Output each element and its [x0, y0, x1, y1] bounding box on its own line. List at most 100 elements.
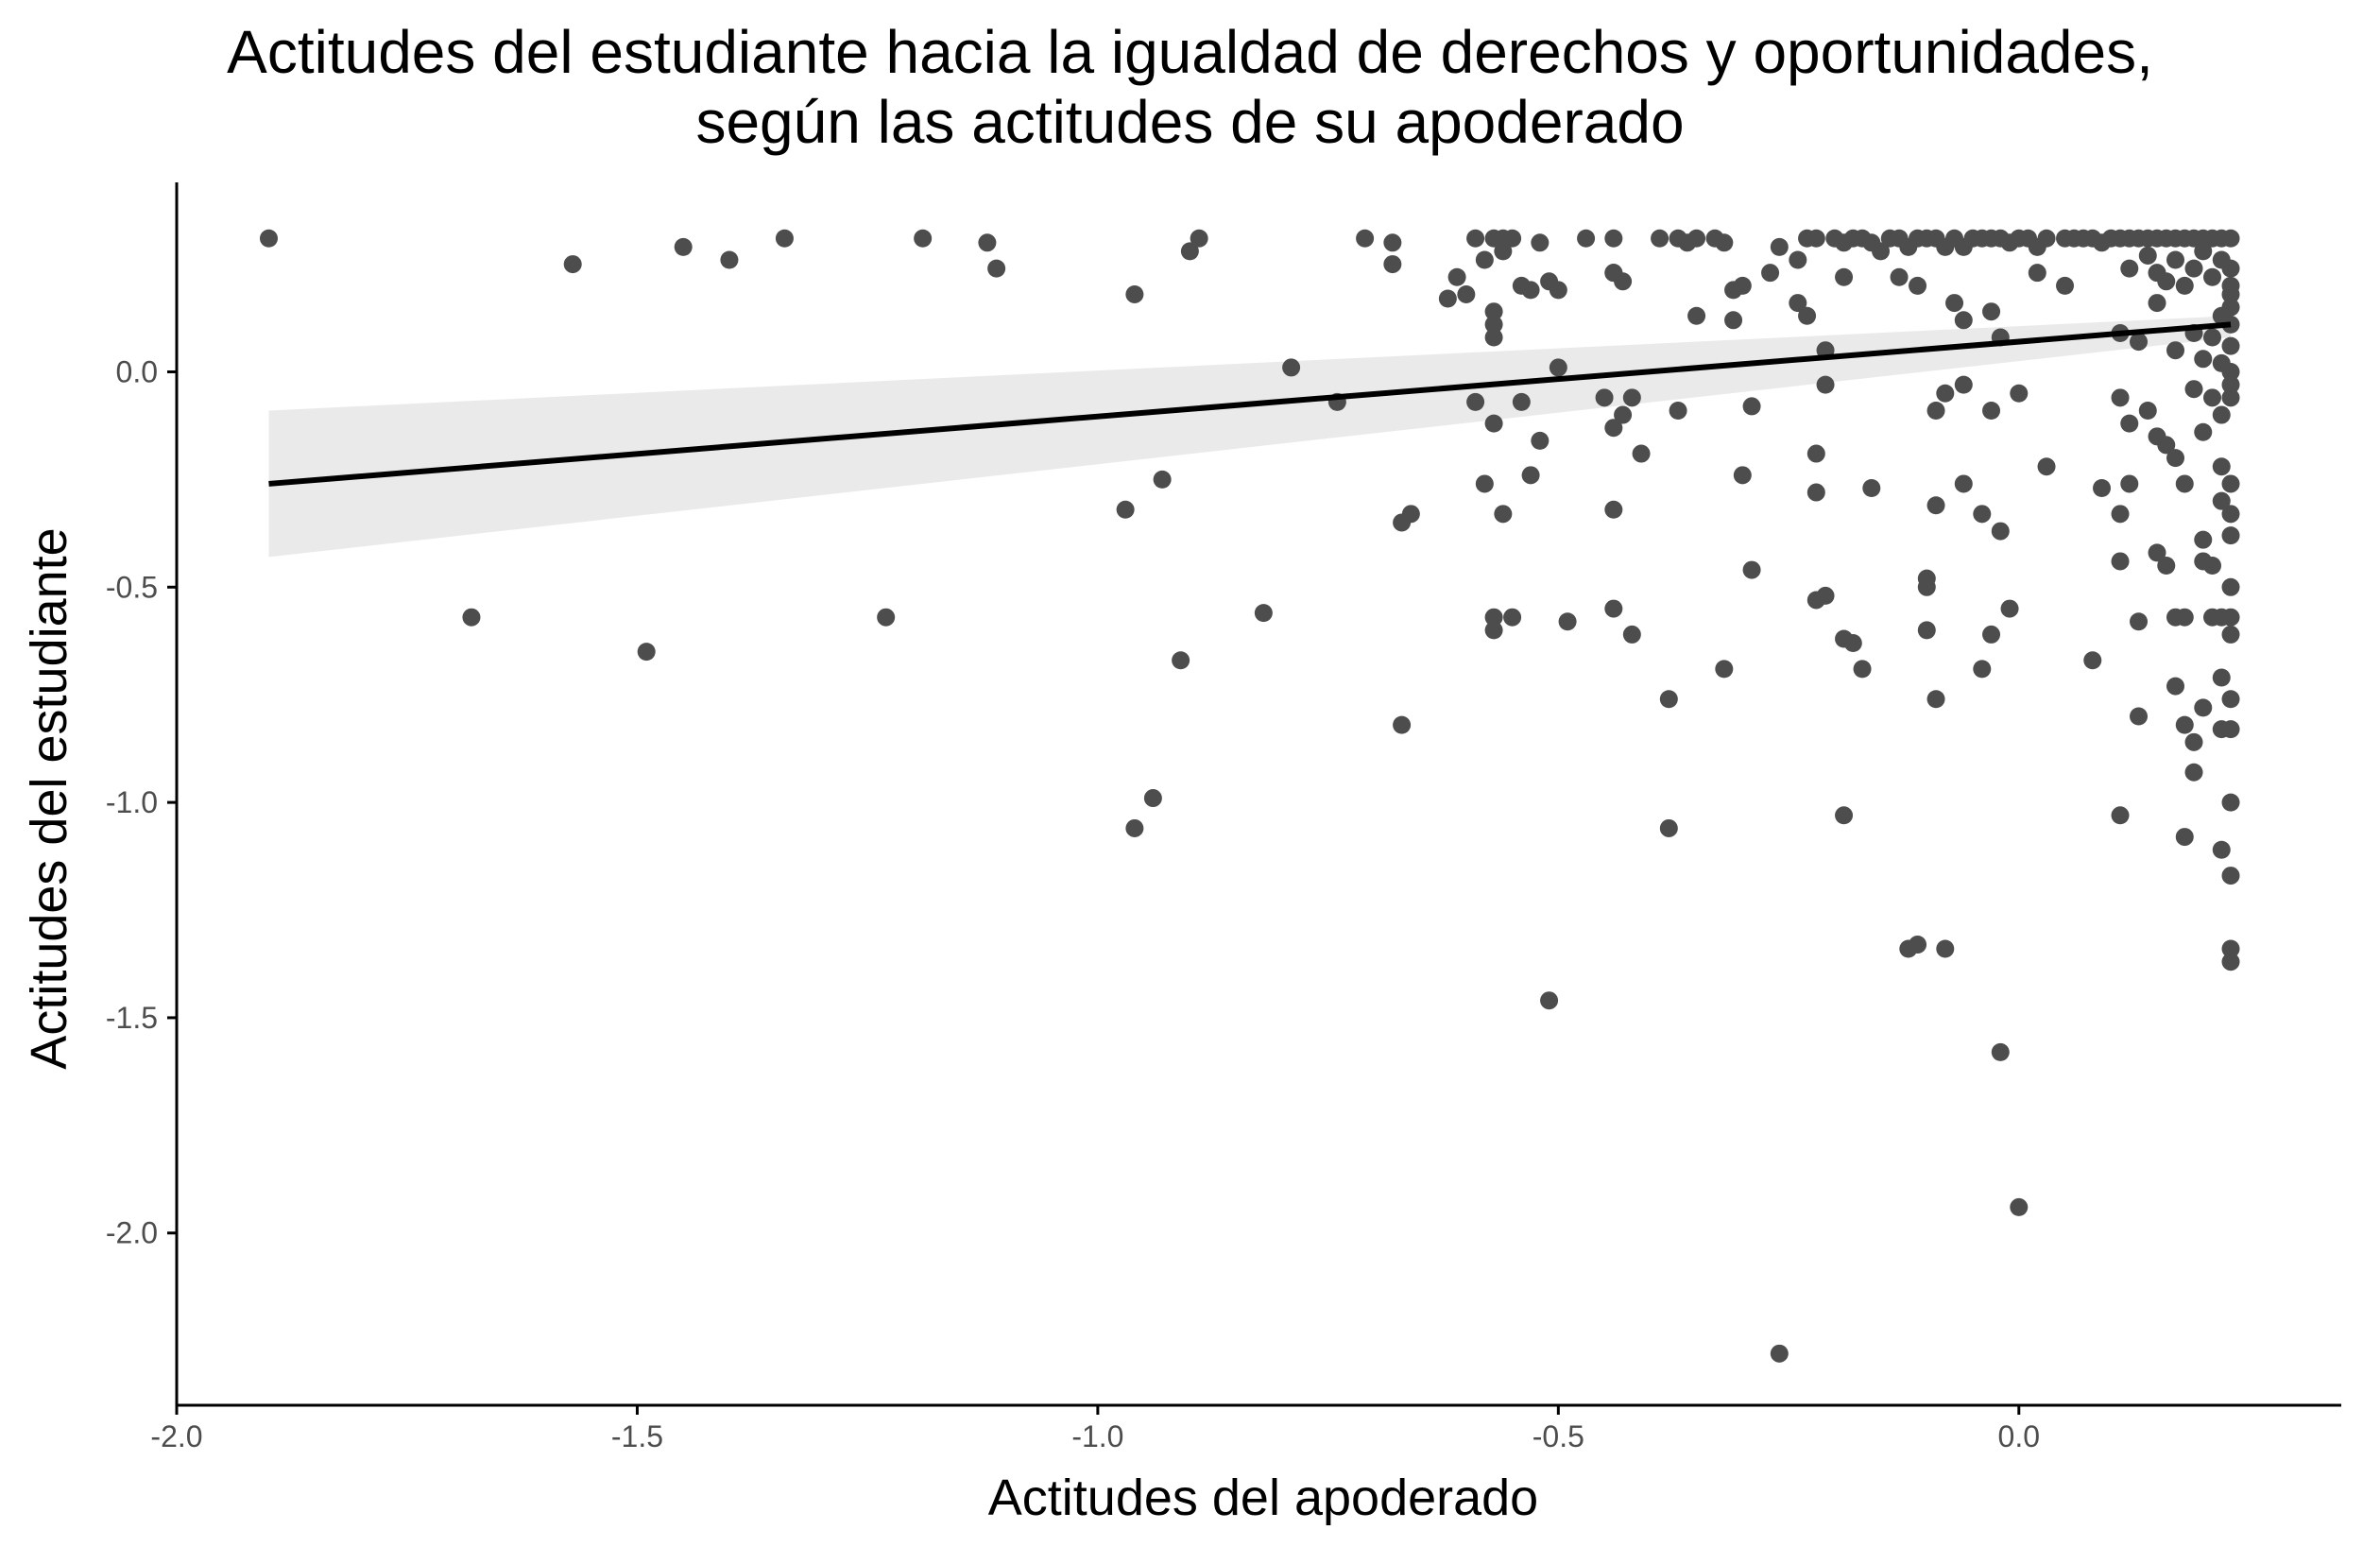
data-point: [775, 229, 794, 248]
data-point: [1604, 229, 1623, 248]
trend-line: [268, 321, 2232, 487]
data-point: [1558, 612, 1577, 631]
data-point: [1172, 651, 1190, 670]
data-point: [1447, 267, 1466, 286]
x-axis-title: Actitudes del apoderado: [988, 1470, 1538, 1526]
data-point: [1484, 328, 1503, 347]
data-point: [1890, 267, 1909, 286]
data-point: [978, 233, 997, 252]
data-point: [2221, 793, 2240, 812]
data-point: [914, 229, 933, 248]
data-point: [2221, 259, 2240, 278]
data-point: [2184, 380, 2203, 399]
data-point: [2148, 294, 2166, 313]
data-point: [2157, 557, 2176, 576]
data-point: [1687, 229, 1706, 248]
data-point: [2194, 422, 2213, 441]
data-point: [1733, 466, 1752, 485]
chart-title: Actitudes del estudiante hacia la iguald…: [0, 17, 2380, 157]
data-point: [1383, 233, 1402, 252]
data-point: [674, 237, 693, 256]
data-point: [1789, 294, 1807, 313]
data-point: [1945, 294, 1964, 313]
data-point: [2194, 552, 2213, 571]
data-point: [2203, 267, 2222, 286]
x-tick-label: -1.5: [611, 1419, 663, 1453]
data-point: [2212, 840, 2231, 859]
y-tick-label: -2.0: [106, 1216, 158, 1250]
data-point: [1125, 284, 1144, 303]
data-point: [2157, 272, 2176, 291]
data-point: [1742, 397, 1761, 416]
axes-layer: -2.0 -1.5 -1.0 -0.5 0.0 0.0 -0.5 -1.0 -1.5 -2.0: [106, 182, 2341, 1453]
data-point: [2111, 388, 2130, 407]
data-point: [1872, 242, 1891, 261]
data-point: [1862, 479, 1881, 497]
data-point: [2221, 625, 2240, 644]
data-point: [1973, 660, 1992, 679]
data-point: [1806, 229, 1825, 248]
data-point: [2203, 328, 2222, 347]
data-point: [2166, 677, 2185, 696]
data-point: [1742, 560, 1761, 579]
data-point: [2221, 526, 2240, 545]
data-point: [1926, 401, 1945, 420]
data-point: [1438, 289, 1457, 308]
data-point: [987, 259, 1006, 278]
data-point: [720, 250, 739, 269]
data-point: [2221, 953, 2240, 971]
data-point: [2221, 608, 2240, 627]
data-point: [1282, 358, 1301, 377]
data-point: [1991, 1042, 2010, 1061]
data-point: [1401, 505, 1420, 524]
data-point: [1632, 444, 1651, 463]
data-point: [1484, 315, 1503, 334]
data-point: [1954, 311, 1973, 330]
data-point: [1549, 358, 1567, 377]
data-point: [462, 608, 481, 627]
x-tick-label: -1.0: [1071, 1419, 1123, 1453]
data-point: [1982, 302, 2001, 321]
data-point: [1614, 405, 1633, 424]
data-point: [1521, 466, 1540, 485]
data-point: [1475, 474, 1494, 493]
data-point: [1954, 375, 1973, 394]
data-point: [877, 608, 896, 627]
data-point: [2221, 284, 2240, 303]
data-point: [1595, 388, 1614, 407]
data-point: [1622, 625, 1641, 644]
data-point: [1733, 276, 1752, 295]
data-point: [1494, 505, 1513, 524]
x-tick-label: -2.0: [150, 1419, 202, 1453]
data-point: [1143, 789, 1162, 808]
data-point: [2130, 707, 2149, 726]
data-point: [259, 229, 278, 248]
data-point: [1926, 496, 1945, 515]
data-point: [1356, 229, 1375, 248]
data-point: [2157, 436, 2176, 455]
data-point: [1622, 388, 1641, 407]
data-point: [2166, 341, 2185, 360]
data-point: [2037, 457, 2056, 476]
data-point: [1484, 621, 1503, 640]
y-tick-label: -0.5: [106, 570, 158, 604]
data-point: [2194, 350, 2213, 369]
data-point: [2010, 384, 2029, 403]
y-tick-label: -1.0: [106, 785, 158, 819]
data-point: [1936, 939, 1955, 958]
data-point: [1806, 483, 1825, 502]
data-point: [1540, 991, 1559, 1010]
data-point: [2221, 867, 2240, 885]
data-point: [1393, 715, 1412, 734]
data-point: [1835, 806, 1854, 825]
data-point: [2221, 388, 2240, 407]
data-point: [2221, 336, 2240, 355]
data-point: [1494, 242, 1513, 261]
data-point: [2166, 449, 2185, 468]
data-point: [1484, 302, 1503, 321]
data-point: [1926, 690, 1945, 709]
data-point: [1853, 660, 1872, 679]
data-point: [2166, 250, 2185, 269]
data-point: [2221, 474, 2240, 493]
data-point: [2000, 599, 2019, 618]
